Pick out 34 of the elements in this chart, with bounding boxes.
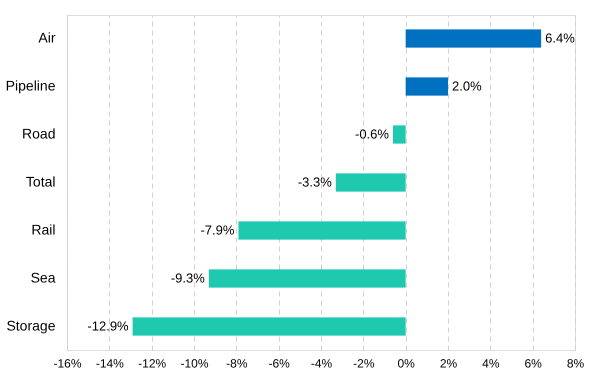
x-tick-label: -12% (138, 356, 167, 370)
x-tick-label: -8% (226, 356, 248, 370)
x-tick-label: 0% (397, 356, 416, 370)
data-label: -0.6% (355, 126, 390, 142)
bar (392, 125, 406, 144)
bar (132, 317, 406, 336)
x-tick-label: 4% (482, 356, 500, 370)
data-label: -9.3% (170, 270, 206, 286)
bar (336, 173, 406, 192)
x-tick-label: -14% (96, 356, 124, 370)
bar (238, 221, 406, 240)
y-tick-label: Total (26, 174, 56, 190)
bar (406, 29, 542, 48)
data-label: -7.9% (200, 222, 235, 238)
x-tick-label: 6% (524, 356, 542, 370)
x-tick-label: 2% (440, 356, 458, 370)
x-tick-label: -2% (353, 356, 375, 370)
data-label: -3.3% (298, 174, 332, 190)
data-label: -12.9% (87, 318, 130, 334)
x-tick-label: -4% (310, 356, 332, 370)
x-tick-label: -6% (268, 356, 290, 370)
data-label: 6.4% (545, 30, 576, 46)
y-tick-label: Sea (30, 269, 56, 286)
bar (208, 269, 406, 288)
y-tick-label: Road (22, 126, 56, 142)
y-tick-label: Storage (6, 317, 56, 334)
data-label: 2.0% (452, 78, 482, 94)
y-tick-label: Air (38, 30, 56, 46)
x-tick-label: -16% (53, 356, 82, 370)
bar (406, 77, 448, 96)
y-tick-label: Pipeline (6, 78, 56, 94)
x-tick-label: -10% (180, 356, 209, 370)
x-tick-label: 8% (566, 356, 584, 370)
y-tick-label: Rail (31, 221, 56, 238)
